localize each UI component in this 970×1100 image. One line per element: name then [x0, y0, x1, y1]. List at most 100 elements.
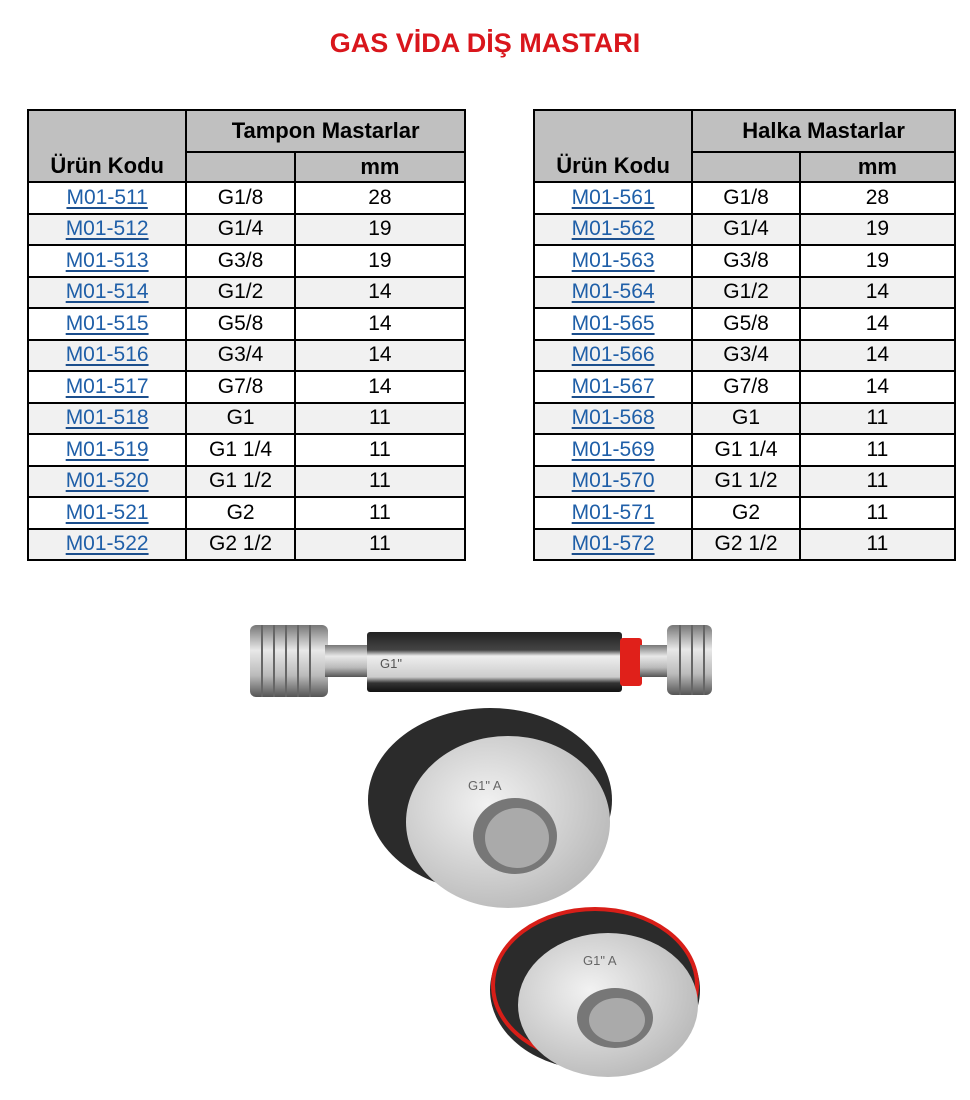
- ring-marking: G1" A: [468, 778, 502, 793]
- product-code-link[interactable]: M01-564: [571, 280, 655, 304]
- table-row: M01-522 G2 1/2 11: [26, 527, 467, 561]
- code-cell: M01-521: [26, 496, 188, 530]
- mm-cell: 28: [798, 181, 957, 215]
- product-code-link[interactable]: M01-522: [65, 532, 149, 556]
- mm-cell: 14: [798, 338, 957, 372]
- size-cell: G1 1/2: [185, 464, 296, 498]
- table-row: M01-515 G5/8 14: [26, 307, 467, 341]
- table-row: M01-565 G5/8 14: [532, 307, 957, 341]
- mm-cell: 14: [798, 307, 957, 341]
- mm-cell: 11: [798, 496, 957, 530]
- code-cell: M01-570: [532, 464, 694, 498]
- mm-cell: 14: [798, 370, 957, 404]
- product-code-link[interactable]: M01-515: [65, 311, 149, 335]
- size-cell: G1 1/4: [185, 433, 296, 467]
- size-cell: G1 1/4: [691, 433, 801, 467]
- unit-header: mm: [293, 151, 467, 183]
- product-code-link[interactable]: M01-568: [571, 406, 655, 430]
- product-code-link[interactable]: M01-567: [571, 374, 655, 398]
- table-row: M01-572 G2 1/2 11: [532, 527, 957, 561]
- table-row: M01-511 G1/8 28: [26, 181, 467, 215]
- table-row: M01-519 G1 1/4 11: [26, 433, 467, 467]
- product-code-link[interactable]: M01-566: [571, 343, 655, 367]
- code-cell: M01-514: [26, 275, 188, 309]
- code-cell: M01-520: [26, 464, 188, 498]
- code-cell: M01-513: [26, 244, 188, 278]
- mm-cell: 19: [798, 244, 957, 278]
- product-code-link[interactable]: M01-565: [571, 311, 655, 335]
- table-row: M01-561 G1/8 28: [532, 181, 957, 215]
- size-cell: G2 1/2: [185, 527, 296, 561]
- product-code-link[interactable]: M01-520: [65, 469, 149, 493]
- size-cell: G5/8: [691, 307, 801, 341]
- ring-gauge-go: G1" A: [368, 708, 612, 908]
- product-code-link[interactable]: M01-517: [65, 374, 149, 398]
- size-cell: G7/8: [691, 370, 801, 404]
- mm-cell: 14: [798, 275, 957, 309]
- mm-cell: 11: [293, 433, 467, 467]
- product-code-link[interactable]: M01-514: [65, 280, 149, 304]
- table-row: M01-566 G3/4 14: [532, 338, 957, 372]
- product-code-link[interactable]: M01-563: [571, 248, 655, 272]
- size-cell: G1/2: [691, 275, 801, 309]
- size-cell: G2: [185, 496, 296, 530]
- table-row: M01-568 G1 11: [532, 401, 957, 435]
- page-title: GAS VİDA DİŞ MASTARI: [329, 28, 641, 58]
- code-header: Ürün Kodu: [26, 109, 188, 183]
- product-code-link[interactable]: M01-519: [65, 437, 149, 461]
- product-code-link[interactable]: M01-521: [65, 500, 149, 524]
- size-cell: G2 1/2: [691, 527, 801, 561]
- group-header: Tampon Mastarlar: [185, 109, 466, 153]
- size-header: [185, 151, 296, 183]
- plug-marking: G1": [380, 656, 402, 671]
- code-cell: M01-566: [532, 338, 694, 372]
- mm-cell: 14: [293, 338, 467, 372]
- table-row: M01-517 G7/8 14: [26, 370, 467, 404]
- code-cell: M01-515: [26, 307, 188, 341]
- size-cell: G1: [185, 401, 296, 435]
- table-row: M01-570 G1 1/2 11: [532, 464, 957, 498]
- code-cell: M01-569: [532, 433, 694, 467]
- mm-cell: 11: [798, 464, 957, 498]
- size-cell: G1/8: [185, 181, 296, 215]
- product-code-link[interactable]: M01-512: [65, 217, 149, 241]
- size-header: [691, 151, 801, 183]
- mm-cell: 14: [293, 307, 467, 341]
- product-code-link[interactable]: M01-572: [571, 532, 655, 556]
- product-code-link[interactable]: M01-511: [66, 185, 148, 209]
- group-header: Halka Mastarlar: [691, 109, 956, 153]
- size-cell: G3/4: [185, 338, 296, 372]
- product-code-link[interactable]: M01-571: [571, 500, 655, 524]
- table-row: M01-520 G1 1/2 11: [26, 464, 467, 498]
- size-cell: G1/2: [185, 275, 296, 309]
- table-row: M01-567 G7/8 14: [532, 370, 957, 404]
- size-cell: G1 1/2: [691, 464, 801, 498]
- code-cell: M01-561: [532, 181, 694, 215]
- size-cell: G3/4: [691, 338, 801, 372]
- product-code-link[interactable]: M01-570: [571, 469, 655, 493]
- code-cell: M01-517: [26, 370, 188, 404]
- table-row: M01-514 G1/2 14: [26, 275, 467, 309]
- code-cell: M01-567: [532, 370, 694, 404]
- ring-marking: G1" A: [583, 953, 617, 968]
- table-row: M01-564 G1/2 14: [532, 275, 957, 309]
- table-row: M01-512 G1/4 19: [26, 212, 467, 246]
- product-code-link[interactable]: M01-569: [571, 437, 655, 461]
- mm-cell: 11: [293, 401, 467, 435]
- table-row: M01-516 G3/4 14: [26, 338, 467, 372]
- size-cell: G1/4: [691, 212, 801, 246]
- mm-cell: 28: [293, 181, 467, 215]
- size-cell: G5/8: [185, 307, 296, 341]
- product-code-link[interactable]: M01-562: [571, 217, 655, 241]
- product-code-link[interactable]: M01-516: [65, 343, 149, 367]
- code-cell: M01-564: [532, 275, 694, 309]
- table-row: M01-521 G2 11: [26, 496, 467, 530]
- product-code-link[interactable]: M01-561: [571, 185, 655, 209]
- size-cell: G2: [691, 496, 801, 530]
- product-code-link[interactable]: M01-513: [65, 248, 149, 272]
- mm-cell: 11: [293, 496, 467, 530]
- plug-gauge: G1": [250, 625, 712, 697]
- code-cell: M01-565: [532, 307, 694, 341]
- product-code-link[interactable]: M01-518: [65, 406, 149, 430]
- code-cell: M01-572: [532, 527, 694, 561]
